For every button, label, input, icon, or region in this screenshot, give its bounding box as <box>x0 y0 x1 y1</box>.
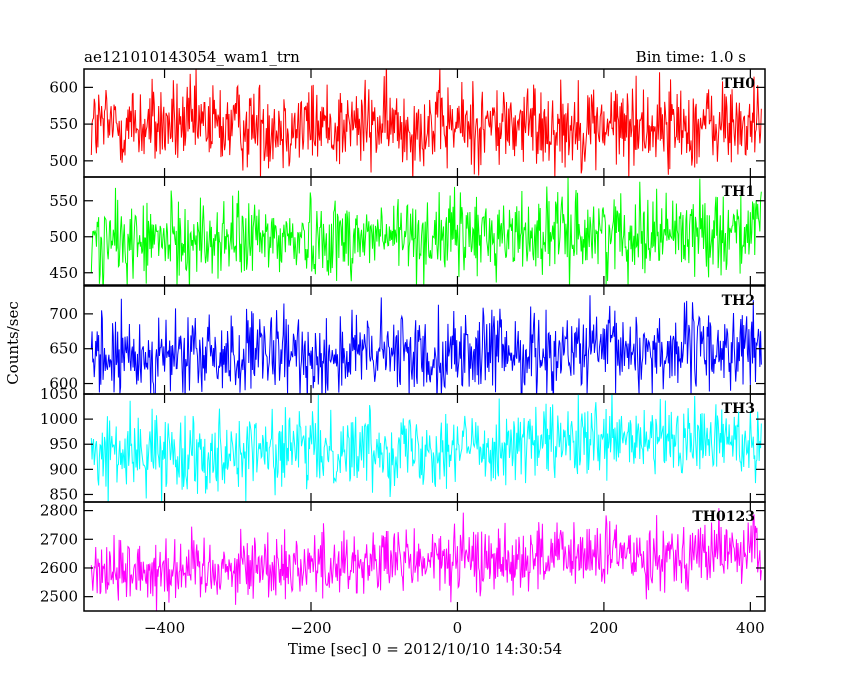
series-label-th0123: TH0123 <box>692 509 755 525</box>
series-line-th0 <box>90 69 762 177</box>
y-tick-label: 1000 <box>40 410 78 428</box>
y-tick-label: 500 <box>49 228 78 246</box>
series-label-th0: TH0 <box>722 76 756 92</box>
panel-frame <box>83 501 766 612</box>
y-tick-label: 2800 <box>40 502 78 520</box>
y-tick-label: 850 <box>49 485 78 503</box>
y-tick-label: 900 <box>49 460 78 478</box>
panels-group: 500 550 600 TH0 450 500 550 TH1 600 650 700 TH2 850 9… <box>40 68 766 637</box>
y-tick-label: 700 <box>49 305 78 323</box>
y-tick-label: 500 <box>49 152 78 170</box>
x-tick-label: 400 <box>736 619 765 637</box>
y-tick-label: 650 <box>49 340 78 358</box>
series-line-th2 <box>90 295 762 394</box>
x-axis-label: Time [sec] 0 = 2012/10/10 14:30:54 <box>288 640 562 658</box>
y-axis-label: Counts/sec <box>4 301 22 385</box>
y-tick-label: 600 <box>49 78 78 96</box>
y-tick-label: 600 <box>49 375 78 393</box>
series-label-th1: TH1 <box>722 184 755 200</box>
y-tick-label: 550 <box>49 192 78 210</box>
x-tick-label: −200 <box>290 619 331 637</box>
y-tick-label: 2500 <box>40 588 78 606</box>
x-tick-label: 200 <box>590 619 619 637</box>
y-tick-label: 550 <box>49 115 78 133</box>
y-tick-label: 2700 <box>40 530 78 548</box>
y-tick-label: 2600 <box>40 559 78 577</box>
y-tick-label: 950 <box>49 435 78 453</box>
series-label-th2: TH2 <box>722 293 755 309</box>
x-tick-label: 0 <box>453 619 463 637</box>
x-tick-label: −400 <box>144 619 185 637</box>
chart-title: ae121010143054_wam1_trn <box>84 48 300 66</box>
series-label-th3: TH3 <box>722 401 755 417</box>
panel-frame <box>83 393 766 503</box>
series-line-th1 <box>90 177 762 285</box>
panel-frame <box>83 176 766 286</box>
y-tick-label: 450 <box>49 264 78 282</box>
series-line-th3 <box>90 394 762 502</box>
series-line-th0123 <box>90 508 762 611</box>
bin-time-label: Bin time: 1.0 s <box>636 48 746 66</box>
y-tick-label: 1050 <box>40 385 78 403</box>
